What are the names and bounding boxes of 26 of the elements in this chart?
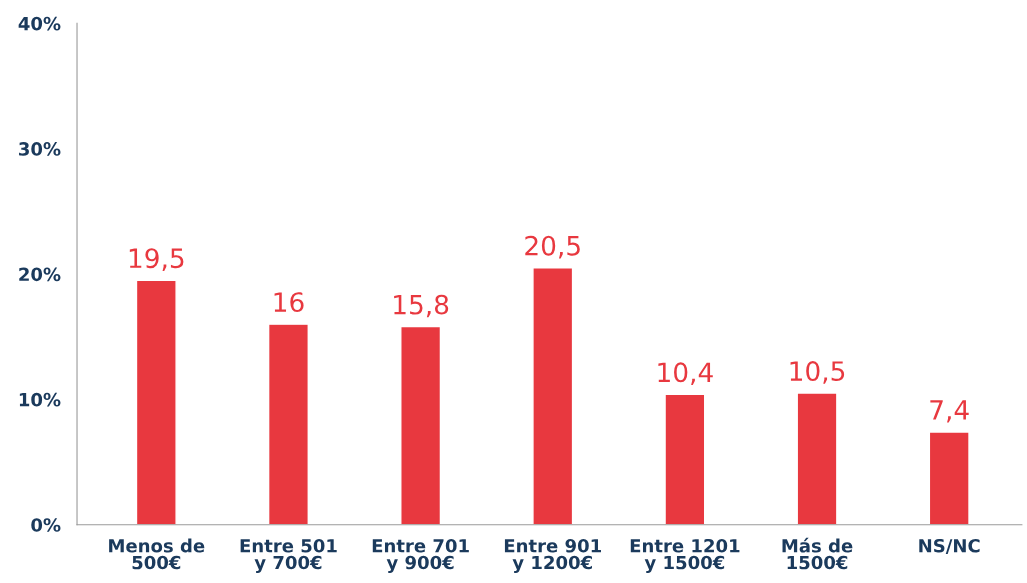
bar (532, 267, 574, 525)
y-tick-label: 30% (19, 142, 61, 156)
x-tick-label: Entre 701 y 900€ (372, 538, 469, 573)
x-tick-label: Entre 901 y 1200€ (504, 538, 601, 573)
data-label: 15,8 (394, 294, 449, 318)
data-label: 7,4 (930, 400, 969, 423)
data-label: 20,5 (525, 235, 580, 259)
data-label: 10,4 (658, 362, 713, 385)
bar (796, 392, 838, 525)
bar (400, 325, 442, 525)
x-tick-label: Entre 501 y 700€ (240, 538, 337, 573)
data-label: 19,5 (129, 248, 184, 271)
y-tick-label: 10% (19, 392, 61, 407)
data-label: 16 (274, 292, 304, 313)
y-tick-label: 20% (19, 267, 61, 282)
bar (928, 431, 970, 525)
x-tick-label: Menos de 500€ (109, 538, 205, 570)
bar (267, 323, 309, 525)
x-tick-label: Más de 1500€ (782, 537, 853, 570)
y-tick-label: 0% (31, 518, 61, 532)
bar (135, 279, 177, 525)
bar (664, 393, 706, 525)
y-tick-label: 40% (18, 16, 61, 31)
x-tick-label: NS/NC (919, 538, 980, 554)
data-label: 10,5 (790, 361, 845, 384)
x-tick-label: Entre 1201 y 1500€ (630, 538, 740, 573)
